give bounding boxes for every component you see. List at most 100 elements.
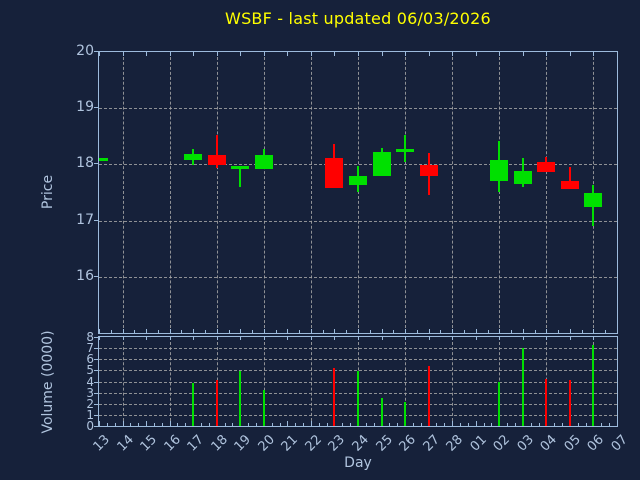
x-tick-mark xyxy=(153,423,155,426)
x-tick-mark xyxy=(546,329,548,333)
x-tick-label: 22 xyxy=(302,432,325,455)
day-gridline xyxy=(310,52,312,333)
x-tick-mark xyxy=(193,52,195,56)
x-tick-mark xyxy=(397,423,399,426)
x-tick-mark xyxy=(177,423,179,426)
x-tick-mark xyxy=(201,423,203,426)
x-tick-mark xyxy=(373,423,375,426)
candle-wick-day-26 xyxy=(404,134,407,163)
x-tick-mark xyxy=(224,423,226,426)
volume-chart-panel xyxy=(98,336,618,427)
x-tick-label: 23 xyxy=(326,432,349,455)
x-tick-mark xyxy=(248,423,250,426)
x-tick-mark xyxy=(326,423,328,426)
x-tick-mark xyxy=(122,329,124,333)
x-tick-mark xyxy=(365,423,367,426)
x-tick-mark xyxy=(585,423,587,426)
x-tick-mark xyxy=(216,329,218,333)
chart-title: WSBF - last updated 06/03/2026 xyxy=(225,9,491,28)
x-tick-mark xyxy=(216,337,218,340)
volume-bar-day-04 xyxy=(545,379,548,426)
x-tick-mark xyxy=(617,52,618,56)
x-tick-mark xyxy=(193,337,195,340)
volume-bar-day-17 xyxy=(192,382,195,426)
x-tick-mark xyxy=(601,423,603,426)
x-tick-mark xyxy=(605,330,607,333)
x-tick-mark xyxy=(483,423,485,426)
x-tick-mark xyxy=(460,423,462,426)
volume-tick-mark xyxy=(94,381,98,383)
x-tick-mark xyxy=(252,330,254,333)
x-tick-label: 05 xyxy=(561,432,584,455)
x-tick-mark xyxy=(287,337,289,340)
x-tick-mark xyxy=(593,337,595,340)
x-tick-mark xyxy=(99,337,100,340)
volume-tick-mark xyxy=(94,370,98,372)
candlestick-day-17 xyxy=(184,153,203,161)
x-tick-mark xyxy=(130,423,132,426)
x-tick-mark xyxy=(146,337,148,340)
x-tick-mark xyxy=(546,337,548,340)
x-tick-label: 19 xyxy=(231,432,255,455)
x-tick-mark xyxy=(436,423,438,426)
x-tick-label: 18 xyxy=(208,432,231,455)
x-tick-mark xyxy=(181,330,183,333)
x-tick-label: 13 xyxy=(90,432,113,455)
x-tick-mark xyxy=(569,52,571,56)
x-tick-mark xyxy=(440,330,442,333)
x-tick-mark xyxy=(452,329,454,333)
x-tick-mark xyxy=(381,329,383,333)
x-tick-mark xyxy=(310,421,312,426)
x-tick-mark xyxy=(499,329,501,333)
candlestick-day-04 xyxy=(537,162,556,173)
day-gridline xyxy=(263,337,265,426)
x-tick-mark xyxy=(240,337,242,340)
volume-tick-label: 0 xyxy=(86,419,94,433)
volume-tick-label: 5 xyxy=(86,363,94,378)
price-tick-mark xyxy=(94,107,98,109)
x-tick-mark xyxy=(558,330,560,333)
x-tick-mark xyxy=(420,423,422,426)
x-tick-mark xyxy=(99,52,100,56)
x-tick-mark xyxy=(287,329,289,333)
x-tick-mark xyxy=(122,52,124,56)
candlestick-day-26 xyxy=(396,149,415,153)
x-tick-mark xyxy=(310,329,312,333)
x-tick-mark xyxy=(491,423,493,426)
x-tick-mark xyxy=(475,421,477,426)
x-tick-mark xyxy=(193,329,195,333)
x-tick-mark xyxy=(299,330,301,333)
candlestick-day-02 xyxy=(490,160,509,182)
price-tick-mark xyxy=(94,51,98,52)
x-tick-mark xyxy=(369,330,371,333)
volume-bar-day-06 xyxy=(592,344,595,426)
x-tick-label: 06 xyxy=(585,432,608,455)
x-tick-mark xyxy=(310,52,312,56)
x-tick-mark xyxy=(204,330,206,333)
price-tick-label: 20 xyxy=(76,43,94,59)
volume-bar-day-18 xyxy=(215,380,218,426)
x-tick-mark xyxy=(346,330,348,333)
volume-bar-day-25 xyxy=(380,398,383,426)
x-tick-mark xyxy=(216,52,218,56)
candlestick-day-19 xyxy=(231,166,250,170)
x-tick-mark xyxy=(475,337,477,340)
x-tick-mark xyxy=(538,423,540,426)
x-tick-mark xyxy=(393,330,395,333)
x-tick-mark xyxy=(122,421,124,426)
candlestick-day-23 xyxy=(325,157,344,188)
x-tick-label: 15 xyxy=(137,432,160,455)
candlestick-day-27 xyxy=(419,164,438,176)
volume-bar-day-19 xyxy=(239,371,242,426)
candlestick-day-18 xyxy=(207,154,226,165)
candlestick-day-24 xyxy=(349,176,367,186)
x-tick-label: 21 xyxy=(278,432,302,455)
x-tick-mark xyxy=(358,337,359,340)
x-tick-mark xyxy=(161,423,163,426)
x-tick-label: 03 xyxy=(514,432,537,455)
x-tick-label: 01 xyxy=(467,432,490,455)
volume-tick-label: 8 xyxy=(86,330,94,344)
x-tick-label: 17 xyxy=(184,432,208,455)
x-tick-mark xyxy=(617,329,618,333)
